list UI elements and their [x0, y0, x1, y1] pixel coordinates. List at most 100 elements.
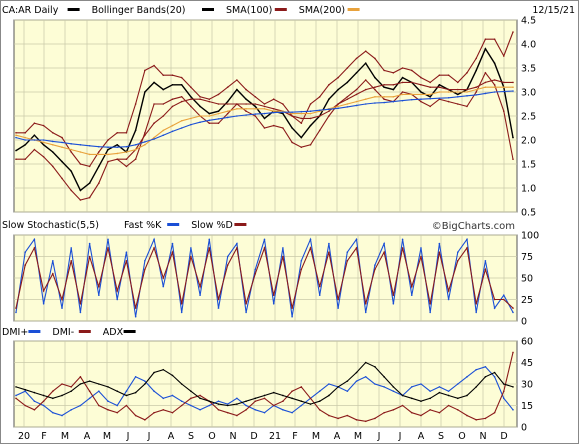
stoch-data-point: [24, 264, 27, 266]
price-data-point: [125, 145, 128, 148]
price-data-point: [162, 74, 165, 76]
price-data-point: [410, 69, 413, 72]
dmi-data-point: [466, 394, 468, 397]
price-data-point: [263, 105, 266, 108]
price-data-point: [475, 88, 477, 91]
price-y-tick-label: 1.5: [521, 160, 536, 171]
price-data-point: [420, 98, 422, 100]
price-data-point: [245, 108, 247, 110]
price-legend-swatch: [202, 8, 214, 11]
price-data-point: [98, 151, 100, 153]
price-data-point: [226, 86, 229, 88]
stoch-data-point: [401, 247, 404, 249]
dmi-data-point: [98, 383, 100, 385]
price-data-point: [162, 129, 165, 132]
price-data-point: [199, 115, 201, 117]
dmi-data-point: [15, 386, 17, 388]
dmi-data-point: [190, 397, 192, 400]
stoch-data-point: [162, 277, 165, 279]
stoch-data-point: [134, 307, 137, 309]
price-data-point: [116, 144, 119, 146]
stoch-data-point: [254, 272, 257, 275]
price-data-point: [383, 101, 385, 104]
price-data-point: [33, 134, 36, 136]
price-data-point: [245, 114, 247, 116]
price-data-point: [24, 158, 27, 160]
stoch-data-point: [300, 268, 303, 271]
stoch-data-point: [190, 247, 192, 249]
stoch-data-point: [337, 307, 339, 309]
price-data-point: [171, 130, 174, 133]
price-data-point: [374, 86, 376, 88]
price-data-point: [79, 151, 82, 153]
stoch-data-point: [475, 303, 477, 305]
stoch-data-point: [15, 307, 17, 309]
stoch-data-point: [79, 303, 82, 305]
price-data-point: [208, 122, 211, 124]
price-data-point: [420, 93, 422, 96]
price-y-tick-label: 3.5: [521, 64, 536, 75]
price-data-point: [410, 98, 413, 101]
dmi-data-point: [272, 391, 275, 394]
dmi-data-point: [456, 397, 459, 400]
dmi-data-point: [61, 394, 63, 397]
price-data-point: [475, 57, 477, 60]
price-data-point: [484, 38, 487, 40]
dmi-legend-label: ADX: [103, 327, 124, 338]
stoch-data-point: [328, 242, 330, 245]
dmi-data-point: [300, 404, 303, 407]
price-data-point: [153, 103, 155, 105]
dmi-data-point: [199, 409, 201, 411]
stoch-data-point: [493, 307, 496, 309]
stoch-data-point: [236, 242, 238, 245]
dmi-data-point: [475, 368, 477, 371]
dmi-data-point: [263, 411, 266, 414]
stoch-data-point: [217, 298, 220, 301]
stoch-data-point: [328, 251, 330, 253]
stoch-data-point: [346, 260, 349, 262]
price-data-point: [493, 38, 496, 40]
dmi-data-point: [364, 376, 367, 378]
price-data-point: [383, 69, 385, 72]
price-data-point: [162, 103, 165, 105]
price-data-point: [291, 112, 293, 115]
price-data-point: [456, 88, 459, 91]
dmi-legend-swatch: [123, 330, 136, 333]
price-data-point: [254, 103, 257, 105]
dmi-data-point: [134, 376, 137, 378]
stoch-data-point: [263, 238, 266, 241]
price-data-point: [42, 144, 45, 146]
price-data-point: [300, 146, 303, 148]
dmi-data-point: [107, 400, 109, 403]
price-data-point: [512, 81, 514, 84]
dmi-data-point: [208, 400, 211, 403]
price-data-point: [226, 100, 229, 103]
price-data-point: [15, 149, 17, 152]
price-data-point: [144, 141, 146, 143]
stoch-data-point: [217, 307, 220, 309]
x-tick-label: J: [147, 431, 151, 442]
price-data-point: [171, 74, 174, 76]
price-data-point: [79, 189, 82, 192]
dmi-data-point: [410, 397, 413, 400]
price-data-point: [383, 98, 385, 100]
price-data-point: [484, 81, 487, 84]
stoch-data-point: [245, 311, 247, 314]
stoch-data-point: [502, 298, 505, 301]
price-data-point: [383, 96, 385, 98]
dmi-data-point: [484, 366, 487, 368]
price-data-point: [79, 163, 82, 165]
price-data-point: [217, 118, 220, 120]
price-data-point: [383, 84, 385, 86]
price-data-point: [410, 81, 413, 84]
price-data-point: [42, 156, 45, 158]
price-data-point: [217, 110, 220, 112]
price-data-point: [226, 112, 229, 115]
dmi-data-point: [107, 386, 109, 388]
price-data-point: [79, 199, 82, 201]
dmi-data-point: [466, 414, 468, 417]
price-data-point: [263, 127, 266, 129]
price-data-point: [153, 136, 155, 139]
dmi-data-point: [153, 411, 155, 414]
price-data-point: [52, 151, 54, 153]
